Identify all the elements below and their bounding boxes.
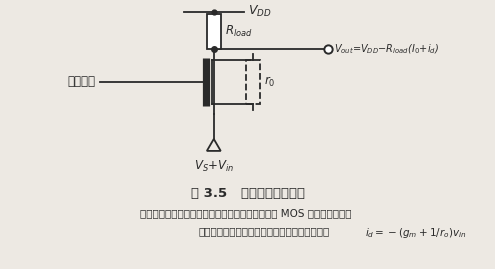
Text: 从漏极得到输出信号。输入信号时的电流变化是: 从漏极得到输出信号。输入信号时的电流变化是	[199, 226, 330, 236]
Text: $r_0$: $r_0$	[264, 75, 276, 89]
Bar	[247, 60, 260, 104]
Text: $R_{load}$: $R_{load}$	[225, 24, 252, 39]
Text: $V_{DD}$: $V_{DD}$	[248, 4, 272, 19]
Text: $V_S$+$V_{in}$: $V_S$+$V_{in}$	[194, 159, 234, 174]
Text: 栅极接地放电电路中栅极固定电位。输入信号加到 MOS 晶体管的源极，: 栅极接地放电电路中栅极固定电位。输入信号加到 MOS 晶体管的源极，	[140, 209, 351, 219]
Text: $i_d = -(g_m + 1/r_o)v_{in}$: $i_d = -(g_m + 1/r_o)v_{in}$	[365, 225, 467, 239]
Text: 固定电位: 固定电位	[68, 75, 96, 88]
Text: 图 3.5   栅极接地放大电路: 图 3.5 栅极接地放大电路	[192, 187, 305, 200]
Text: $V_{out}$=$V_{DD}$−$R_{load}$($I_0$+$i_d$): $V_{out}$=$V_{DD}$−$R_{load}$($I_0$+$i_d…	[334, 43, 439, 56]
Bar	[207, 14, 221, 49]
Polygon shape	[207, 139, 221, 151]
